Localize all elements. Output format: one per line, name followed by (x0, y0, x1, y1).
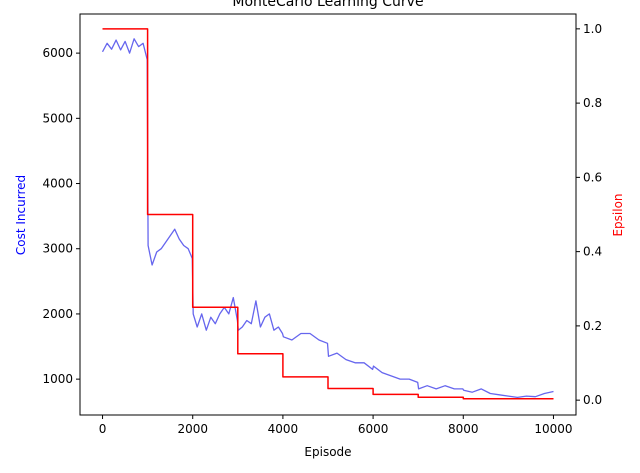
y-tick-label-right: 0.6 (583, 170, 602, 184)
y-tick-label-right: 0.2 (583, 319, 602, 333)
y-tick-label-left: 3000 (42, 242, 73, 256)
cost-series-line (101, 38, 554, 399)
y-axis-label-right: Epsilon (611, 193, 625, 236)
y-tick-label-left: 2000 (42, 307, 73, 321)
chart-title: MonteCarlo Learning Curve (232, 0, 423, 10)
y-tick-label-right: 0.8 (583, 96, 602, 110)
x-axis-label: Episode (304, 445, 351, 459)
y-tick-label-right: 1.0 (583, 22, 602, 36)
plot-frame (79, 13, 577, 416)
y-tick-label-left: 4000 (42, 177, 73, 191)
x-tick-label: 6000 (358, 422, 389, 436)
series-layer (101, 28, 554, 400)
y-tick-label-left: 6000 (42, 46, 73, 60)
y-tick-label-left: 1000 (42, 372, 73, 386)
x-tick-label: 2000 (177, 422, 208, 436)
y-tick-label-left: 5000 (42, 111, 73, 125)
epsilon-series-line (102, 28, 554, 400)
y-tick-label-right: 0.0 (583, 393, 602, 407)
x-tick-label: 8000 (448, 422, 479, 436)
ticks-layer: 0 2000 4000 6000 8000 10000 1000 2000 3000 4000 50… (42, 22, 602, 436)
x-tick-label: 4000 (268, 422, 299, 436)
y-tick-label-right: 0.4 (583, 245, 602, 259)
x-tick-label: 10000 (534, 422, 572, 436)
y-axis-label-left: Cost Incurred (14, 175, 28, 255)
x-tick-label: 0 (99, 422, 107, 436)
